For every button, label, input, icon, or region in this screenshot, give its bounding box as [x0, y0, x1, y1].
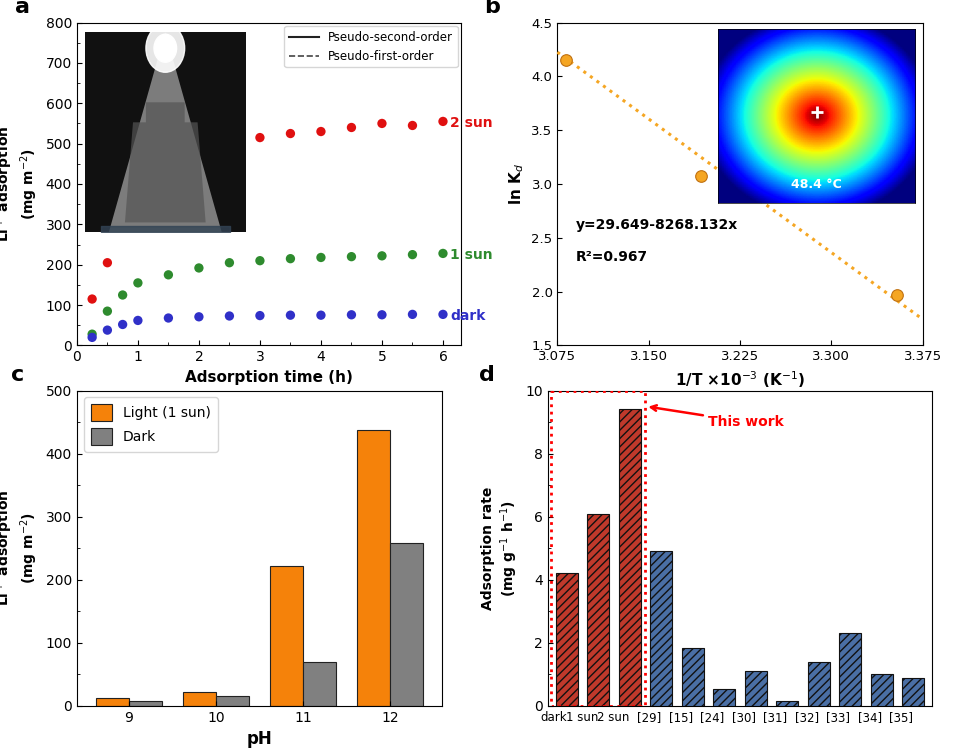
Point	[160, 269, 176, 281]
Point	[85, 331, 100, 343]
Point	[435, 309, 451, 321]
Y-axis label: Li$^+$ adsorption
(mg m$^{-2}$): Li$^+$ adsorption (mg m$^{-2}$)	[0, 125, 40, 243]
Text: R²=0.967: R²=0.967	[576, 251, 648, 264]
Point	[222, 257, 237, 269]
Bar	[902, 677, 924, 706]
Point	[344, 122, 359, 134]
Point	[374, 117, 389, 129]
Point	[252, 131, 267, 143]
Bar	[619, 409, 641, 706]
Point	[283, 309, 298, 321]
Point	[85, 293, 100, 305]
Bar	[129, 701, 162, 706]
Text: y=29.649-8268.132x: y=29.649-8268.132x	[576, 219, 738, 232]
Point	[313, 125, 329, 137]
Y-axis label: ln K$_d$: ln K$_d$	[507, 163, 526, 205]
Point	[130, 192, 145, 204]
Point	[191, 142, 207, 154]
Bar	[745, 671, 767, 706]
Bar	[776, 701, 799, 706]
Text: c: c	[12, 365, 24, 385]
X-axis label: pH: pH	[247, 731, 272, 748]
Y-axis label: Li$^+$ adsorption
(mg m$^{-2}$): Li$^+$ adsorption (mg m$^{-2}$)	[0, 490, 40, 607]
Text: This work: This work	[651, 406, 784, 429]
Point	[405, 309, 420, 321]
Point	[405, 249, 420, 261]
Text: 2 sun: 2 sun	[451, 116, 493, 131]
Point	[344, 251, 359, 263]
Bar	[390, 543, 423, 706]
Point	[115, 318, 131, 330]
Point	[160, 152, 176, 164]
Point	[252, 309, 267, 321]
Point	[344, 309, 359, 321]
Bar	[681, 647, 703, 706]
Point	[130, 277, 145, 289]
Point	[283, 128, 298, 140]
Bar	[303, 662, 336, 706]
Point	[313, 309, 329, 321]
Point	[191, 262, 207, 274]
Bar	[839, 633, 861, 706]
Point	[558, 54, 574, 66]
Point	[100, 305, 115, 317]
Point	[222, 134, 237, 146]
Bar	[651, 551, 673, 706]
Bar	[357, 430, 390, 706]
Text: 1 sun: 1 sun	[451, 248, 493, 261]
X-axis label: Adsorption time (h): Adsorption time (h)	[185, 370, 353, 385]
Text: b: b	[484, 0, 501, 17]
Text: d: d	[479, 365, 495, 385]
Point	[115, 289, 131, 301]
Point	[283, 252, 298, 264]
Point	[405, 119, 420, 131]
Text: dark: dark	[451, 309, 485, 323]
Point	[100, 257, 115, 269]
Point	[374, 250, 389, 262]
Bar	[183, 692, 216, 706]
Point	[160, 312, 176, 324]
Legend: Light (1 sun), Dark: Light (1 sun), Dark	[84, 397, 217, 452]
Point	[85, 328, 100, 340]
Point	[435, 247, 451, 259]
Y-axis label: Adsorption rate
(mg g$^{-1}$ h$^{-1}$): Adsorption rate (mg g$^{-1}$ h$^{-1}$)	[481, 487, 520, 610]
Point	[252, 255, 267, 267]
Bar	[807, 662, 829, 706]
Point	[374, 309, 389, 321]
Point	[100, 324, 115, 336]
Bar	[587, 514, 609, 706]
Bar	[555, 574, 578, 706]
X-axis label: 1/T ×10$^{-3}$ (K$^{-1}$): 1/T ×10$^{-3}$ (K$^{-1}$)	[675, 369, 805, 390]
Point	[222, 310, 237, 322]
Bar	[216, 696, 249, 706]
Point	[115, 210, 131, 222]
Bar	[96, 698, 129, 706]
Point	[191, 311, 207, 323]
Point	[889, 289, 904, 301]
Text: a: a	[15, 0, 31, 17]
Point	[313, 252, 329, 264]
Point	[693, 170, 708, 182]
Point	[130, 315, 145, 327]
Bar	[270, 566, 303, 706]
Bar	[713, 689, 735, 706]
Legend: Pseudo-second-order, Pseudo-first-order: Pseudo-second-order, Pseudo-first-order	[284, 26, 457, 68]
Point	[435, 116, 451, 128]
Bar	[871, 674, 893, 706]
